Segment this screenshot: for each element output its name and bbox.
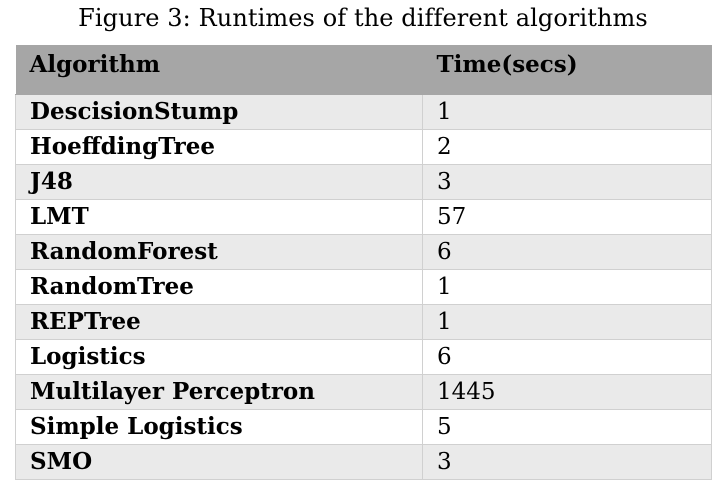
table-row: SMO 3: [15, 443, 712, 480]
figure-caption: Figure 3: Runtimes of the different algo…: [78, 4, 648, 32]
table-row: RandomForest 6: [15, 233, 712, 270]
algorithm-cell: Simple Logistics: [15, 408, 423, 445]
time-cell: 3: [422, 443, 712, 480]
table-header: Algorithm Time(secs): [15, 45, 712, 95]
time-cell: 1: [422, 268, 712, 305]
table-row: J48 3: [15, 163, 712, 200]
time-cell: 5: [422, 408, 712, 445]
table-row: Logistics 6: [15, 338, 712, 375]
algorithm-cell: RandomTree: [15, 268, 423, 305]
table-body: DescisionStump 1 HoeffdingTree 2 J48 3 L…: [15, 94, 712, 480]
table-row: DescisionStump 1: [15, 94, 712, 130]
column-header-time: Time(secs): [422, 45, 712, 95]
algorithm-cell: DescisionStump: [15, 94, 423, 130]
header-row: Algorithm Time(secs): [15, 45, 712, 95]
time-cell: 1: [422, 94, 712, 130]
algorithm-cell: Multilayer Perceptron: [15, 373, 423, 410]
runtimes-table: Algorithm Time(secs) DescisionStump 1 Ho…: [15, 45, 712, 480]
table-row: Simple Logistics 5: [15, 408, 712, 445]
time-cell: 1445: [422, 373, 712, 410]
algorithm-cell: SMO: [15, 443, 423, 480]
algorithm-cell: REPTree: [15, 303, 423, 340]
table-row: LMT 57: [15, 198, 712, 235]
algorithm-cell: Logistics: [15, 338, 423, 375]
table-row: REPTree 1: [15, 303, 712, 340]
time-cell: 2: [422, 128, 712, 165]
algorithm-cell: HoeffdingTree: [15, 128, 423, 165]
time-cell: 57: [422, 198, 712, 235]
table-row: HoeffdingTree 2: [15, 128, 712, 165]
column-header-algorithm: Algorithm: [15, 45, 423, 95]
algorithm-cell: J48: [15, 163, 423, 200]
time-cell: 1: [422, 303, 712, 340]
time-cell: 6: [422, 233, 712, 270]
algorithm-cell: LMT: [15, 198, 423, 235]
algorithm-cell: RandomForest: [15, 233, 423, 270]
time-cell: 6: [422, 338, 712, 375]
table-row: RandomTree 1: [15, 268, 712, 305]
time-cell: 3: [422, 163, 712, 200]
table-row: Multilayer Perceptron 1445: [15, 373, 712, 410]
